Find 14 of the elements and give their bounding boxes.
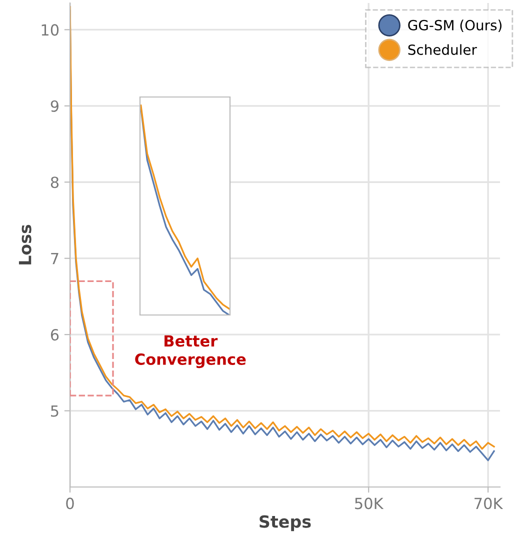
y-tick-label: 7: [51, 253, 58, 264]
x-axis-title: Steps: [260, 515, 311, 532]
y-axis-title: Loss: [18, 224, 32, 264]
y-tick-label: 9: [50, 100, 59, 112]
y-tick-label: 5: [51, 405, 58, 417]
y-tick-label: 6: [50, 329, 59, 341]
legend-label: GG-SM (Ours): [408, 20, 502, 32]
annotation: Better Convergence: [135, 335, 246, 368]
x-tick-label: 50K: [355, 498, 384, 510]
legend-label: Scheduler: [408, 44, 477, 55]
y-tick-label: 8: [50, 176, 59, 188]
x-tick-label: 70K: [474, 498, 504, 510]
x-tick-label: 0: [66, 498, 74, 510]
y-tick-label: 10: [42, 24, 59, 36]
